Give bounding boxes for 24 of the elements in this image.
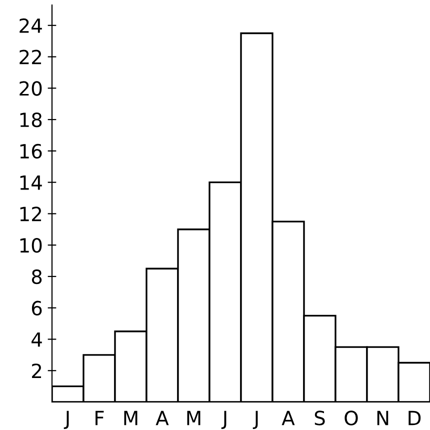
x-tick-label: O	[344, 410, 358, 426]
x-tick-label: M	[124, 410, 138, 426]
x-tick-label: F	[96, 410, 104, 426]
y-tick-label: 16	[20, 144, 42, 159]
y-tick-label: 24	[20, 18, 42, 33]
x-tick-label: D	[408, 410, 421, 426]
x-tick-label: A	[156, 410, 169, 426]
x-tick-label: A	[282, 410, 295, 426]
y-tick-label: 10	[20, 238, 42, 253]
y-tick-label: 12	[20, 206, 42, 222]
x-tick-label: N	[377, 410, 388, 426]
x-tick-label: S	[314, 410, 325, 426]
y-tick-label: 4	[32, 332, 42, 347]
y-tick-label: 8	[32, 269, 42, 284]
y-tick-label: 2	[32, 364, 42, 378]
y-tick-label: 18	[20, 112, 42, 128]
x-tick-label: J	[252, 410, 258, 429]
y-tick-label: 20	[20, 81, 42, 96]
x-tick-label: J	[64, 410, 69, 429]
x-tick-label: J	[221, 410, 226, 429]
y-tick-label: 14	[20, 176, 42, 190]
y-tick-label: 22	[20, 50, 42, 64]
x-tick-label: M	[187, 410, 200, 426]
y-tick-label: 6	[32, 300, 42, 316]
